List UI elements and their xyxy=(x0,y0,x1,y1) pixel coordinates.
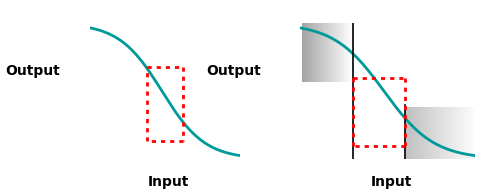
Text: Output: Output xyxy=(6,64,60,78)
Text: Input: Input xyxy=(370,175,412,189)
Text: Output: Output xyxy=(206,64,261,78)
Text: Input: Input xyxy=(148,175,188,189)
